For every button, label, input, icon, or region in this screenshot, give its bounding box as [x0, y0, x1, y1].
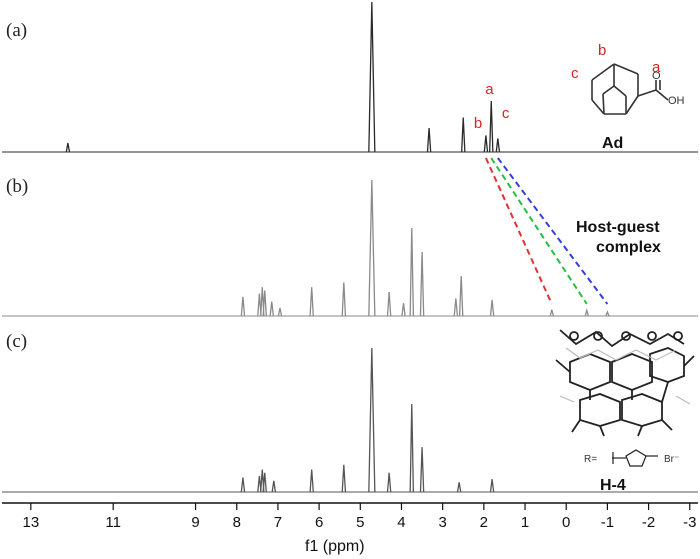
- x-tick-label: -3: [683, 514, 696, 531]
- structure-label-a: a: [652, 59, 661, 76]
- spectrum-peak: [65, 142, 71, 153]
- adamantane-structure: [591, 63, 669, 115]
- spectrum-peak: [269, 301, 274, 317]
- peak-label: c: [502, 105, 510, 122]
- spectrum-peak: [489, 479, 495, 493]
- x-tick-label: 4: [397, 514, 405, 531]
- h4-counterion: Br⁻: [664, 454, 679, 465]
- spectrum-peak: [271, 480, 277, 493]
- x-tick-label: 11: [105, 514, 121, 531]
- x-axis-ticks: 13 11 9 8 7 6 5 4 3 2 1 0 -1 -2 -3: [22, 503, 696, 531]
- spectrum-peak: [458, 275, 464, 317]
- x-tick-label: 2: [480, 514, 488, 531]
- x-tick-label: 3: [438, 514, 446, 531]
- host-guest-label: Host-guest complex: [576, 219, 664, 256]
- spectrum-peak: [368, 1, 376, 153]
- ad-carboxyl-o: O: [652, 70, 661, 82]
- x-tick-label: 13: [22, 514, 39, 531]
- x-tick-label: 7: [274, 514, 282, 531]
- spectrum-peak: [262, 472, 267, 493]
- x-tick-label: 8: [233, 514, 241, 531]
- spectrum-peak: [401, 303, 406, 317]
- compound-name-h4: H-4: [600, 477, 626, 494]
- x-tick-label: -2: [642, 514, 655, 531]
- x-axis-label: f1 (ppm): [305, 538, 365, 555]
- shift-line: [497, 157, 609, 305]
- structure-label-b: b: [598, 42, 606, 59]
- spectrum-peak: [483, 135, 489, 153]
- spectrum-peak: [409, 227, 415, 317]
- spectrum-peak: [426, 127, 432, 153]
- spectrum-peak: [584, 308, 590, 317]
- spectrum-peak: [277, 307, 283, 317]
- spectrum-peak: [409, 403, 415, 493]
- spectrum-peak: [605, 310, 610, 317]
- structure-label-c: c: [571, 65, 579, 82]
- shift-line: [484, 157, 553, 305]
- h4-host-faint: [559, 347, 691, 405]
- x-tick-label: 6: [315, 514, 323, 531]
- x-tick-label: -1: [601, 514, 614, 531]
- shift-lines: [484, 157, 609, 305]
- spectra-layer: [2, 1, 698, 493]
- peak-labels: ab c: [474, 81, 510, 132]
- shift-line: [490, 157, 588, 305]
- imidazolium-icon: [612, 449, 658, 467]
- h4-host-structure: [555, 329, 695, 437]
- spectrum-peak: [341, 464, 347, 493]
- spectrum-peak: [461, 117, 466, 153]
- x-tick-label: 9: [191, 514, 199, 531]
- peak-label: a: [485, 81, 494, 98]
- compound-name-ad: Ad: [602, 135, 623, 152]
- spectrum-peak: [495, 138, 501, 153]
- spectrum-peak: [419, 251, 425, 317]
- spectrum-peak: [368, 347, 376, 493]
- h4-r-definition: R=: [584, 454, 597, 465]
- spectrum-peak: [341, 282, 347, 317]
- x-tick-label: 5: [356, 514, 364, 531]
- ad-carboxyl-oh: OH: [668, 95, 685, 107]
- spectrum-peak: [489, 100, 494, 153]
- spectrum-peak: [453, 298, 459, 317]
- panel-label-a: (a): [6, 20, 27, 41]
- spectrum-peak: [368, 179, 376, 317]
- panel-label-b: (b): [6, 176, 28, 197]
- spectrum-peak: [419, 447, 425, 493]
- spectrum-peak: [549, 309, 555, 317]
- spectrum-peak: [262, 290, 267, 317]
- spectrum-peak: [240, 477, 246, 493]
- spectrum-peak: [489, 299, 495, 317]
- x-tick-label: 1: [521, 514, 529, 531]
- x-tick-label: 0: [562, 514, 570, 531]
- peak-label: b: [474, 115, 482, 132]
- spectrum-peak: [240, 296, 246, 317]
- spectrum-peak: [309, 287, 314, 317]
- panel-label-c: (c): [6, 331, 27, 352]
- spectrum-peak: [386, 291, 392, 317]
- spectrum-peak: [309, 469, 314, 493]
- spectrum-peak: [386, 472, 392, 493]
- spectrum-peak: [456, 482, 462, 493]
